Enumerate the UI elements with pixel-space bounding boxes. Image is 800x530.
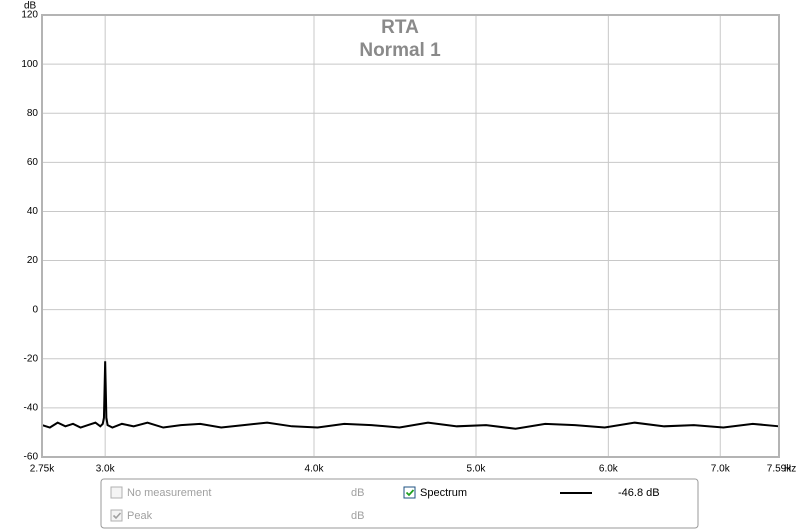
chart-subtitle: Normal 1 — [359, 40, 441, 61]
check-mark — [405, 489, 415, 497]
y-tick-label: 120 — [21, 10, 38, 21]
panel-frame — [100, 478, 699, 529]
row-unit: dB — [351, 487, 364, 499]
y-tick-label: -20 — [24, 353, 39, 364]
y-axis-label: dB — [24, 1, 37, 12]
y-tick-label: 100 — [21, 59, 38, 70]
y-tick-label: -40 — [24, 403, 39, 414]
x-tick-label: 7.59k — [767, 464, 792, 475]
y-tick-label: -60 — [24, 452, 39, 463]
x-tick-label: 5.0k — [467, 464, 487, 475]
checkbox[interactable] — [110, 509, 123, 522]
y-tick-label: 60 — [27, 157, 39, 168]
y-tick-label: 40 — [27, 206, 39, 217]
checkbox[interactable] — [110, 486, 123, 499]
x-tick-label: 7.0k — [711, 464, 731, 475]
x-tick-label: 6.0k — [599, 464, 619, 475]
legend-panel: No measurement dB Peak dB Spectrum -46.8… — [100, 478, 699, 529]
row-unit: dB — [351, 510, 364, 522]
checkbox[interactable] — [403, 486, 416, 499]
x-axis-label: Hz — [784, 464, 796, 475]
check-mark — [112, 512, 122, 520]
x-tick-label: 2.75k — [30, 464, 55, 475]
y-tick-label: 20 — [27, 255, 39, 266]
chart-title: RTA — [381, 17, 419, 38]
x-tick-label: 3.0k — [96, 464, 116, 475]
y-tick-label: 0 — [32, 304, 38, 315]
row-label: Peak — [127, 510, 153, 522]
y-tick-label: 80 — [27, 108, 39, 119]
row-label: No measurement — [127, 487, 211, 499]
legend-entry: Spectrum — [420, 487, 467, 499]
plot-frame — [41, 14, 780, 458]
x-tick-label: 4.0k — [305, 464, 325, 475]
spectrum-line — [41, 361, 780, 430]
reading: -46.8 dB — [618, 487, 660, 499]
